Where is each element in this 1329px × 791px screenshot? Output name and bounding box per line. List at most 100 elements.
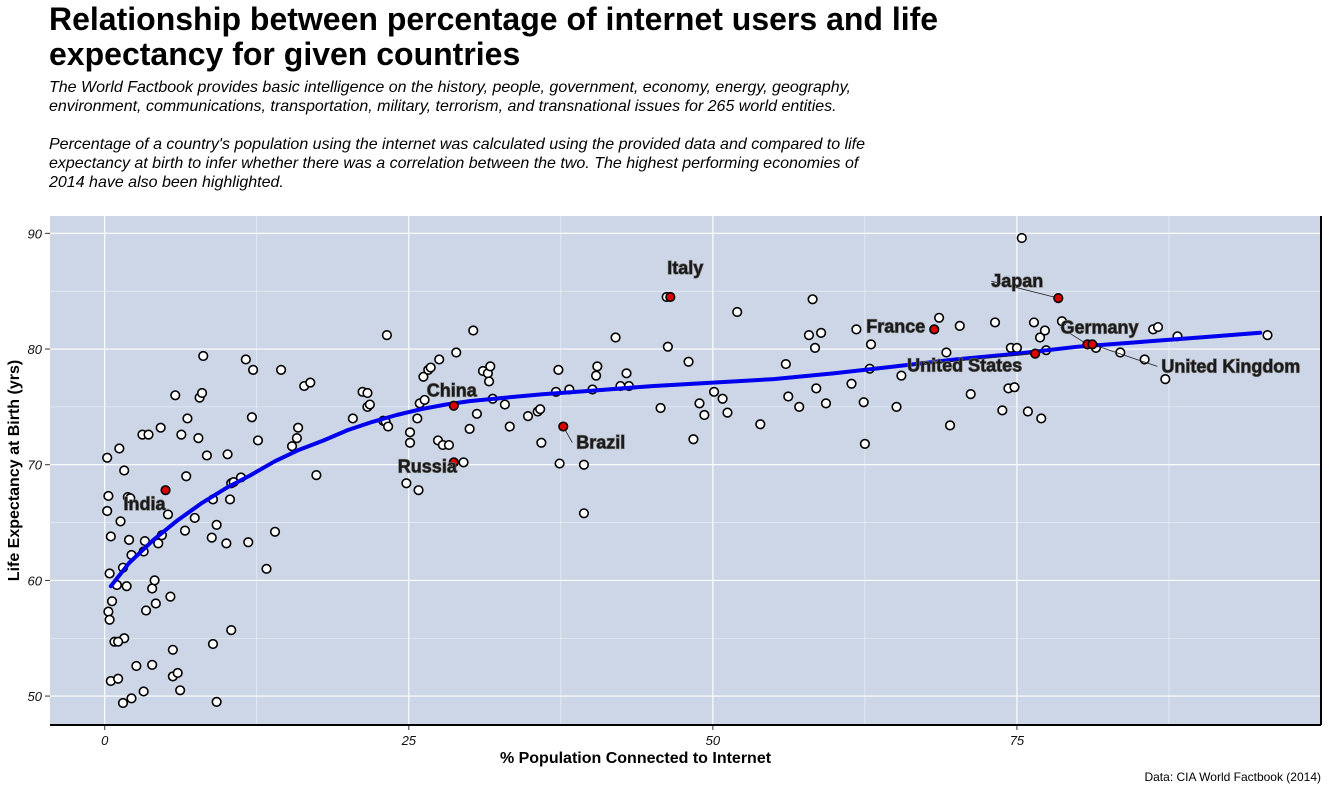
data-point	[485, 361, 496, 372]
data-point	[126, 693, 137, 704]
label-leader-line	[1060, 327, 1088, 345]
data-point	[165, 591, 176, 602]
data-point	[662, 341, 673, 352]
data-point	[207, 638, 219, 650]
data-point	[536, 437, 547, 448]
y-tick-label: 50	[28, 689, 43, 704]
data-point	[102, 505, 113, 517]
y-axis-title: Life Expectancy at Birth (yrs)	[6, 360, 23, 581]
data-point	[851, 324, 862, 335]
data-point	[464, 423, 475, 434]
data-point	[499, 399, 510, 410]
data-point	[119, 465, 130, 476]
data-point	[106, 596, 118, 607]
data-point	[105, 531, 116, 542]
data-point	[688, 434, 699, 445]
data-point	[150, 598, 161, 609]
data-point	[578, 508, 590, 519]
country-label: Italy	[667, 258, 703, 278]
data-source-caption: Data: CIA World Factbook (2014)	[1144, 770, 1321, 784]
data-point	[222, 449, 233, 460]
data-point	[149, 575, 160, 586]
highlighted-point	[448, 457, 459, 468]
data-point	[211, 519, 222, 530]
data-point	[816, 327, 827, 338]
data-point	[113, 673, 124, 684]
data-point	[291, 433, 303, 444]
data-point	[1152, 321, 1164, 333]
data-point	[591, 370, 602, 381]
data-point	[140, 605, 152, 616]
x-tick-label: 0	[101, 733, 109, 748]
country-label: India	[124, 494, 167, 514]
data-point	[175, 685, 186, 696]
highlighted-point	[1087, 339, 1098, 350]
data-point	[201, 450, 212, 461]
subtitle-paragraph-2: Percentage of a country's population usi…	[49, 136, 866, 191]
data-point	[179, 525, 191, 536]
data-point	[443, 439, 455, 451]
data-point	[123, 534, 135, 546]
data-point	[458, 457, 469, 468]
data-point	[261, 563, 272, 574]
data-point	[554, 458, 565, 469]
data-point	[381, 330, 393, 341]
highlighted-point	[1030, 348, 1041, 359]
data-point	[504, 421, 515, 432]
data-point	[252, 435, 264, 446]
data-point	[471, 408, 483, 419]
data-point	[240, 354, 251, 365]
data-point	[206, 532, 217, 543]
data-point	[182, 413, 193, 424]
data-point	[198, 350, 209, 362]
data-point	[699, 409, 710, 421]
data-point	[722, 407, 733, 418]
x-tick-label: 25	[401, 733, 417, 748]
subtitle-paragraph-1: The World Factbook provides basic intell…	[49, 79, 851, 115]
highlighted-point	[929, 324, 940, 335]
data-point	[1034, 332, 1046, 343]
data-point	[347, 413, 358, 424]
data-point	[143, 429, 154, 440]
label-leader-line	[907, 353, 1036, 367]
data-point	[211, 696, 222, 707]
country-label: Germany	[1060, 317, 1138, 337]
data-point	[794, 401, 805, 412]
data-point	[989, 317, 1001, 328]
highlighted-point	[448, 400, 459, 411]
data-point	[425, 362, 436, 373]
data-point	[275, 364, 287, 375]
data-point	[941, 347, 952, 358]
data-point	[858, 397, 869, 408]
data-point	[248, 364, 259, 375]
data-point	[997, 405, 1008, 416]
data-point	[933, 312, 945, 323]
data-point	[732, 306, 743, 318]
highlighted-point	[1053, 293, 1064, 304]
data-point	[226, 625, 237, 636]
data-point	[243, 537, 254, 548]
data-point	[811, 383, 822, 394]
data-point	[820, 398, 832, 409]
label-leader-line	[1092, 344, 1158, 367]
data-point	[412, 413, 423, 424]
data-point	[434, 354, 445, 365]
data-point	[1022, 406, 1033, 417]
data-point	[592, 361, 603, 372]
highlighted-point	[665, 291, 676, 303]
data-point	[131, 660, 142, 672]
data-point	[846, 378, 857, 389]
x-axis-title: % Population Connected to Internet	[500, 750, 772, 767]
x-tick-label: 75	[1010, 733, 1025, 748]
data-point	[162, 509, 174, 520]
data-point	[1160, 374, 1171, 385]
data-point	[147, 659, 158, 670]
highlighted-point	[558, 421, 569, 432]
data-point	[115, 516, 126, 527]
data-point	[413, 485, 424, 496]
country-label: United Kingdom	[1161, 356, 1300, 376]
data-point	[102, 452, 113, 463]
data-point	[364, 399, 375, 410]
data-point	[1011, 342, 1023, 353]
data-point	[224, 494, 236, 505]
